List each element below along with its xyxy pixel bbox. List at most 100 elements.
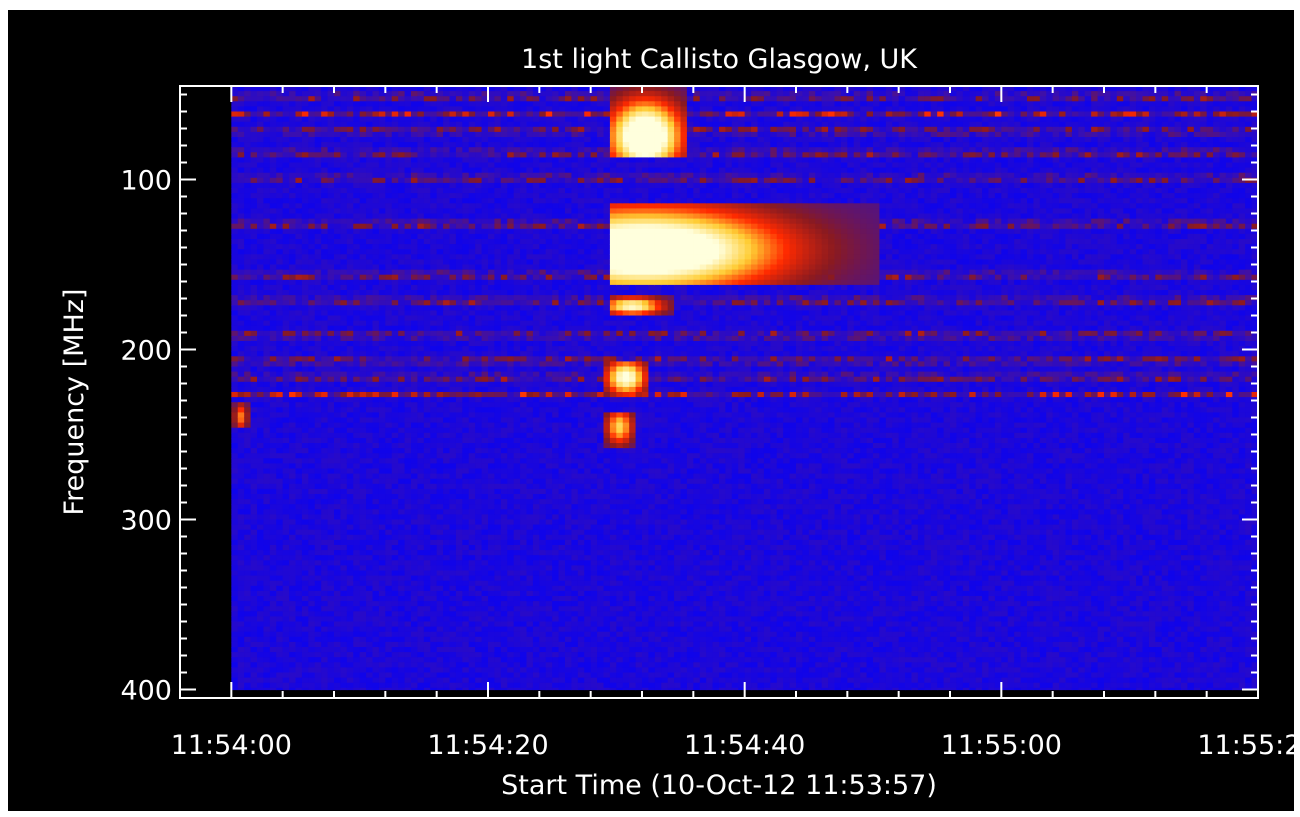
- heatmap-cell: [295, 448, 303, 454]
- heatmap-cell: [494, 397, 502, 403]
- heatmap-cell: [455, 494, 463, 500]
- heatmap-cell: [417, 499, 425, 505]
- heatmap-cell: [244, 131, 252, 138]
- heatmap-cell: [404, 519, 412, 526]
- heatmap-cell: [340, 239, 348, 245]
- heatmap-cell: [289, 458, 297, 464]
- heatmap-cell: [301, 279, 309, 286]
- heatmap-cell: [353, 555, 361, 561]
- heatmap-cell: [488, 96, 496, 102]
- heatmap-cell: [244, 325, 252, 332]
- heatmap-cell: [481, 157, 489, 164]
- heatmap-cell: [244, 392, 252, 398]
- heatmap-cell: [295, 305, 303, 311]
- heatmap-cell: [295, 657, 303, 663]
- heatmap-cell: [378, 131, 386, 138]
- heatmap-cell: [404, 203, 412, 209]
- heatmap-cell: [494, 494, 502, 500]
- heatmap-cell: [391, 121, 399, 128]
- heatmap-cell: [494, 356, 502, 362]
- heatmap-cell: [263, 468, 271, 475]
- heatmap-cell: [443, 392, 451, 398]
- heatmap-cell: [276, 667, 284, 674]
- heatmap-cell: [334, 182, 342, 189]
- heatmap-cell: [391, 397, 399, 403]
- heatmap-cell: [295, 172, 303, 179]
- heatmap-cell: [475, 662, 483, 668]
- heatmap-cell: [417, 290, 425, 296]
- heatmap-cell: [372, 147, 380, 153]
- heatmap-cell: [494, 585, 502, 592]
- heatmap-cell: [455, 188, 463, 194]
- heatmap-cell: [289, 182, 297, 189]
- heatmap-cell: [436, 437, 444, 444]
- heatmap-cell: [269, 233, 277, 240]
- heatmap-cell: [462, 91, 470, 97]
- heatmap-cell: [494, 514, 502, 521]
- heatmap-cell: [430, 126, 438, 133]
- heatmap-cell: [475, 488, 483, 495]
- heatmap-cell: [276, 417, 284, 424]
- heatmap-cell: [321, 177, 329, 184]
- heatmap-cell: [263, 488, 271, 495]
- heatmap-cell: [276, 657, 284, 663]
- heatmap-cell: [257, 315, 265, 322]
- heatmap-cell: [244, 305, 252, 311]
- heatmap-cell: [340, 422, 348, 429]
- heatmap-cell: [282, 555, 290, 561]
- heatmap-cell: [436, 208, 444, 215]
- heatmap-cell: [411, 111, 419, 118]
- heatmap-cell: [308, 274, 316, 281]
- heatmap-cell: [263, 590, 271, 597]
- heatmap-cell: [276, 392, 284, 398]
- heatmap-cell: [481, 402, 489, 408]
- heatmap-cell: [257, 381, 265, 388]
- heatmap-cell: [263, 274, 271, 281]
- heatmap-cell: [372, 233, 380, 240]
- heatmap-cell: [398, 172, 406, 179]
- heatmap-cell: [263, 315, 271, 322]
- heatmap-cell: [308, 524, 316, 531]
- heatmap-cell: [372, 381, 380, 388]
- heatmap-cell: [295, 279, 303, 286]
- heatmap-cell: [257, 509, 265, 515]
- heatmap-cell: [327, 392, 335, 398]
- heatmap-cell: [340, 279, 348, 286]
- heatmap-cell: [494, 601, 502, 607]
- heatmap-cell: [321, 397, 329, 403]
- heatmap-cell: [289, 142, 297, 148]
- heatmap-cell: [321, 147, 329, 153]
- heatmap-cell: [289, 631, 297, 638]
- heatmap-cell: [244, 473, 252, 480]
- heatmap-cell: [321, 351, 329, 357]
- heatmap-cell: [346, 667, 354, 674]
- heatmap-cell: [308, 371, 316, 378]
- heatmap-cell: [366, 126, 374, 133]
- heatmap-cell: [282, 443, 290, 449]
- heatmap-cell: [263, 361, 271, 368]
- heatmap-cell: [366, 494, 374, 500]
- heatmap-cell: [423, 162, 431, 169]
- heatmap-cell: [282, 254, 290, 260]
- heatmap-cell: [327, 494, 335, 500]
- heatmap-cell: [443, 244, 451, 250]
- heatmap-cell: [359, 652, 367, 658]
- heatmap-cell: [372, 662, 380, 668]
- heatmap-cell: [237, 407, 245, 413]
- heatmap-cell: [462, 284, 470, 291]
- heatmap-cell: [327, 239, 335, 245]
- heatmap-cell: [481, 356, 489, 362]
- heatmap-cell: [481, 392, 489, 398]
- heatmap-cell: [468, 233, 476, 240]
- heatmap-cell: [378, 315, 386, 322]
- heatmap-cell: [391, 657, 399, 663]
- heatmap-cell: [378, 432, 386, 439]
- heatmap-cell: [372, 570, 380, 577]
- heatmap-cell: [391, 137, 399, 143]
- heatmap-cell: [289, 494, 297, 500]
- heatmap-cell: [475, 351, 483, 357]
- heatmap-cell: [244, 519, 252, 526]
- heatmap-cell: [443, 218, 451, 225]
- heatmap-cell: [308, 228, 316, 235]
- heatmap-cell: [455, 427, 463, 434]
